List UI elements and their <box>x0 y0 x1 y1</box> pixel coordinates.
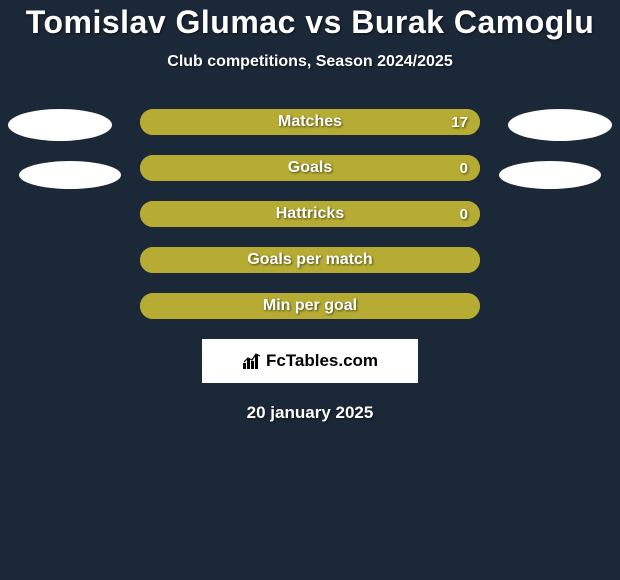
stat-value-right: 17 <box>451 114 468 131</box>
stat-label: Min per goal <box>263 297 357 315</box>
stat-row: Goals per match <box>140 247 480 273</box>
comparison-card: Tomislav Glumac vs Burak Camoglu Club co… <box>0 0 620 423</box>
subtitle: Club competitions, Season 2024/2025 <box>0 53 620 71</box>
logo-text: FcTables.com <box>242 351 378 371</box>
stat-row: Hattricks 0 <box>140 201 480 227</box>
barchart-icon <box>242 352 262 370</box>
stat-row: Matches 17 <box>140 109 480 135</box>
date-label: 20 january 2025 <box>0 403 620 423</box>
stat-label: Hattricks <box>276 205 344 223</box>
stat-value-right: 0 <box>460 160 468 177</box>
logo-label: FcTables.com <box>266 351 378 371</box>
stat-row: Goals 0 <box>140 155 480 181</box>
stat-bars: Matches 17 Goals 0 Hattricks 0 Goals per match… <box>140 109 480 319</box>
player-right-avatar-2 <box>499 161 601 189</box>
page-title: Tomislav Glumac vs Burak Camoglu <box>0 4 620 41</box>
stats-area: Matches 17 Goals 0 Hattricks 0 Goals per match… <box>0 109 620 319</box>
logo-badge: FcTables.com <box>202 339 418 383</box>
stat-label: Goals <box>288 159 332 177</box>
stat-row: Min per goal <box>140 293 480 319</box>
player-left-avatar-2 <box>19 161 121 189</box>
stat-label: Matches <box>278 113 342 131</box>
player-right-avatar-1 <box>508 109 612 141</box>
stat-value-right: 0 <box>460 206 468 223</box>
player-left-avatar-1 <box>8 109 112 141</box>
stat-label: Goals per match <box>247 251 372 269</box>
